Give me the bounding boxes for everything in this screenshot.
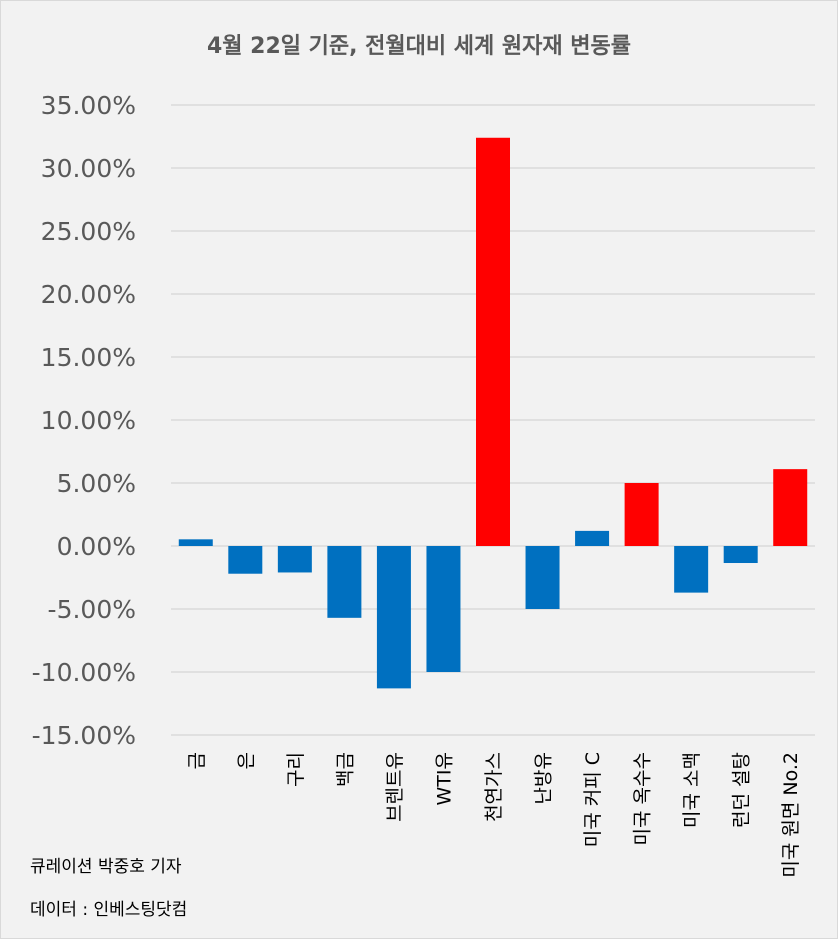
x-tick-label: 구리	[285, 752, 307, 787]
y-tick-label: 15.00%	[41, 343, 136, 372]
x-tick-label: 천연가스	[483, 752, 505, 822]
y-tick-label: 5.00%	[57, 469, 136, 498]
x-tick-label: WTI유	[433, 752, 455, 805]
source-text: 데이터 : 인베스팅닷컴	[30, 900, 188, 920]
y-tick-label: 35.00%	[41, 91, 136, 120]
x-tick-label: 미국 커피 C	[582, 752, 604, 847]
x-tick-label: 브렌트유	[384, 752, 406, 822]
bar	[277, 546, 312, 573]
x-tick-label: 백금	[334, 752, 356, 787]
y-tick-label: -10.00%	[32, 658, 136, 687]
bar	[773, 469, 808, 546]
x-tick-label: 미국 원면 No.2	[780, 752, 802, 878]
bar	[674, 546, 709, 593]
y-tick-label: -5.00%	[48, 595, 136, 624]
bar	[525, 546, 560, 609]
bar	[228, 546, 263, 574]
bar	[426, 546, 461, 672]
x-tick-label: 은	[235, 752, 257, 769]
x-tick-label: 미국 옥수수	[632, 752, 654, 845]
y-tick-label: 25.00%	[41, 217, 136, 246]
y-tick-label: 0.00%	[57, 532, 136, 561]
bar	[376, 546, 411, 689]
bar	[476, 137, 510, 546]
y-tick-label: 10.00%	[41, 406, 136, 435]
bar	[624, 483, 659, 546]
bar	[327, 546, 362, 618]
credit-text: 큐레이션 박중호 기자	[30, 857, 182, 877]
y-tick-label: -15.00%	[32, 721, 136, 750]
bar	[178, 539, 213, 546]
x-tick-label: 미국 소맥	[681, 752, 703, 828]
chart-title: 4월 22일 기준, 전월대비 세계 원자재 변동률	[206, 34, 632, 59]
bar	[575, 530, 610, 546]
x-tick-label: 런던 설탕	[731, 752, 753, 828]
x-tick-label: 난방유	[533, 752, 555, 804]
x-tick-label: 금	[186, 752, 208, 769]
bar	[723, 546, 758, 564]
y-tick-label: 20.00%	[41, 280, 136, 309]
y-tick-label: 30.00%	[41, 154, 136, 183]
